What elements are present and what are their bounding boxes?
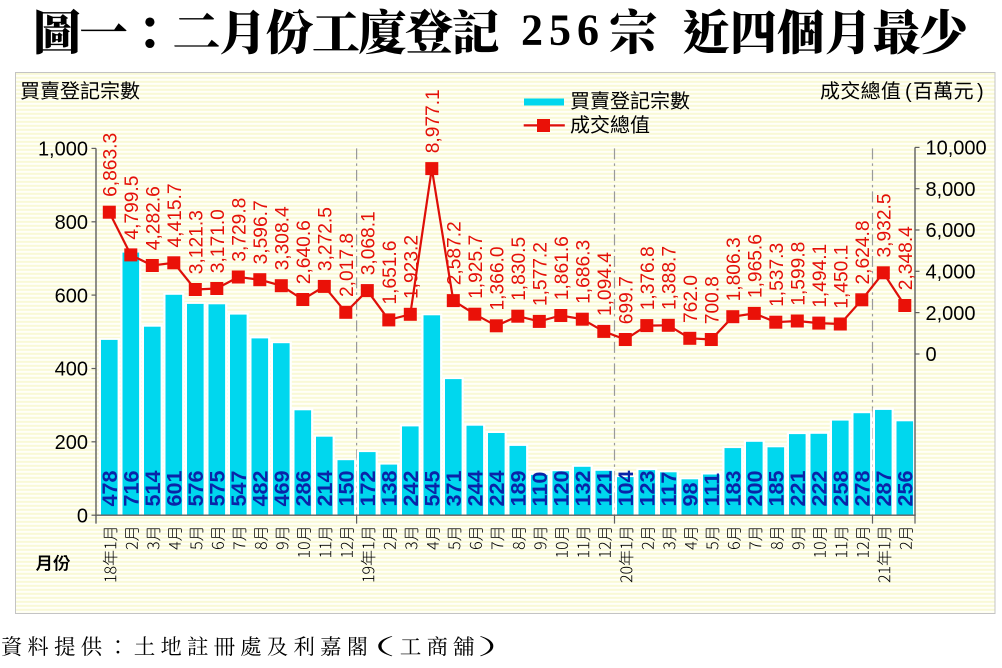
svg-text:98: 98 — [677, 482, 702, 506]
svg-text:0: 0 — [77, 505, 88, 527]
svg-text:699.7: 699.7 — [617, 276, 638, 324]
svg-text:1,925.7: 1,925.7 — [466, 235, 487, 299]
svg-text:1,537.3: 1,537.3 — [767, 243, 788, 307]
svg-text:700.8: 700.8 — [703, 276, 724, 324]
svg-text:4,000: 4,000 — [926, 262, 976, 284]
svg-text:1,965.6: 1,965.6 — [746, 234, 767, 298]
svg-text:104: 104 — [613, 470, 638, 506]
svg-text:1,861.6: 1,861.6 — [552, 236, 573, 300]
svg-text:185: 185 — [763, 470, 788, 506]
svg-text:1,366.0: 1,366.0 — [488, 246, 509, 310]
svg-text:120: 120 — [548, 470, 573, 506]
svg-text:3,932.5: 3,932.5 — [875, 193, 896, 257]
svg-text:123: 123 — [634, 470, 659, 506]
svg-text:8,977.1: 8,977.1 — [423, 89, 444, 153]
svg-text:172: 172 — [355, 470, 380, 506]
svg-text:3,272.5: 3,272.5 — [316, 207, 337, 271]
svg-text:600: 600 — [55, 285, 88, 307]
svg-text:1,599.8: 1,599.8 — [789, 242, 810, 306]
svg-text:371: 371 — [441, 470, 466, 506]
svg-text:800: 800 — [55, 212, 88, 234]
svg-text:150: 150 — [333, 470, 358, 506]
svg-text:469: 469 — [269, 470, 294, 506]
svg-text:278: 278 — [849, 470, 874, 506]
svg-text:3,068.1: 3,068.1 — [359, 211, 380, 275]
svg-text:121: 121 — [591, 470, 616, 506]
svg-text:482: 482 — [247, 470, 272, 506]
svg-text:2,624.8: 2,624.8 — [853, 220, 874, 284]
svg-text:547: 547 — [226, 470, 251, 506]
svg-text:200: 200 — [55, 432, 88, 454]
svg-text:1,450.1: 1,450.1 — [832, 245, 853, 309]
svg-text:2,000: 2,000 — [926, 303, 976, 325]
svg-text:1,494.1: 1,494.1 — [810, 244, 831, 308]
svg-text:2,587.2: 2,587.2 — [445, 221, 466, 285]
svg-text:478: 478 — [97, 470, 122, 506]
svg-text:242: 242 — [398, 470, 423, 506]
svg-text:256: 256 — [521, 5, 605, 54]
svg-text:8,000: 8,000 — [926, 179, 976, 201]
svg-text:3,121.3: 3,121.3 — [187, 210, 208, 274]
svg-text:6,863.3: 6,863.3 — [101, 133, 122, 197]
svg-text:2,640.6: 2,640.6 — [294, 220, 315, 284]
svg-text:117: 117 — [656, 472, 681, 507]
svg-text:1,830.5: 1,830.5 — [509, 237, 530, 301]
svg-text:514: 514 — [140, 470, 165, 506]
svg-text:221: 221 — [785, 470, 810, 506]
svg-text:1,376.8: 1,376.8 — [638, 246, 659, 310]
svg-text:400: 400 — [55, 359, 88, 381]
svg-text:286: 286 — [290, 470, 315, 506]
svg-text:601: 601 — [161, 470, 186, 506]
svg-text:3,171.0: 3,171.0 — [208, 209, 229, 273]
svg-text:1,806.3: 1,806.3 — [724, 237, 745, 301]
svg-text:6,000: 6,000 — [926, 220, 976, 242]
svg-text:3,308.4: 3,308.4 — [273, 206, 294, 270]
svg-text:214: 214 — [312, 470, 337, 506]
svg-text:189: 189 — [505, 470, 530, 506]
svg-text:2,017.8: 2,017.8 — [337, 233, 358, 297]
svg-text:762.0: 762.0 — [681, 275, 702, 323]
svg-text:3,729.8: 3,729.8 — [230, 198, 251, 262]
svg-text:1,000: 1,000 — [38, 139, 88, 161]
svg-text:111: 111 — [699, 473, 724, 507]
svg-text:200: 200 — [742, 470, 767, 506]
svg-text:183: 183 — [720, 470, 745, 506]
svg-text:3,596.7: 3,596.7 — [251, 200, 272, 264]
svg-text:0: 0 — [926, 344, 937, 366]
svg-text:545: 545 — [419, 470, 444, 506]
svg-text:222: 222 — [806, 470, 831, 506]
svg-text:1,388.7: 1,388.7 — [660, 246, 681, 310]
svg-text:1,651.6: 1,651.6 — [380, 241, 401, 305]
svg-text:4,282.6: 4,282.6 — [144, 186, 165, 250]
svg-text:716: 716 — [118, 470, 143, 506]
svg-text:1,577.2: 1,577.2 — [531, 242, 552, 306]
svg-text:4,415.7: 4,415.7 — [165, 183, 186, 247]
svg-text:): ) — [977, 81, 984, 103]
svg-text:256: 256 — [892, 470, 917, 506]
svg-text:138: 138 — [376, 470, 401, 506]
svg-text:10,000: 10,000 — [926, 138, 987, 160]
svg-text:132: 132 — [570, 470, 595, 506]
svg-text:2,348.4: 2,348.4 — [896, 226, 917, 290]
svg-text:1,094.4: 1,094.4 — [595, 252, 616, 316]
svg-text:(: ( — [905, 81, 912, 103]
svg-text:1,923.2: 1,923.2 — [402, 235, 423, 299]
svg-text:224: 224 — [484, 470, 509, 506]
svg-text:576: 576 — [183, 470, 208, 506]
svg-text:4,799.5: 4,799.5 — [122, 176, 143, 240]
svg-text:287: 287 — [871, 470, 896, 506]
svg-text:244: 244 — [462, 470, 487, 506]
svg-text:258: 258 — [828, 470, 853, 506]
svg-text:575: 575 — [204, 470, 229, 506]
svg-text:110: 110 — [527, 472, 552, 507]
svg-text:1,686.3: 1,686.3 — [574, 240, 595, 304]
